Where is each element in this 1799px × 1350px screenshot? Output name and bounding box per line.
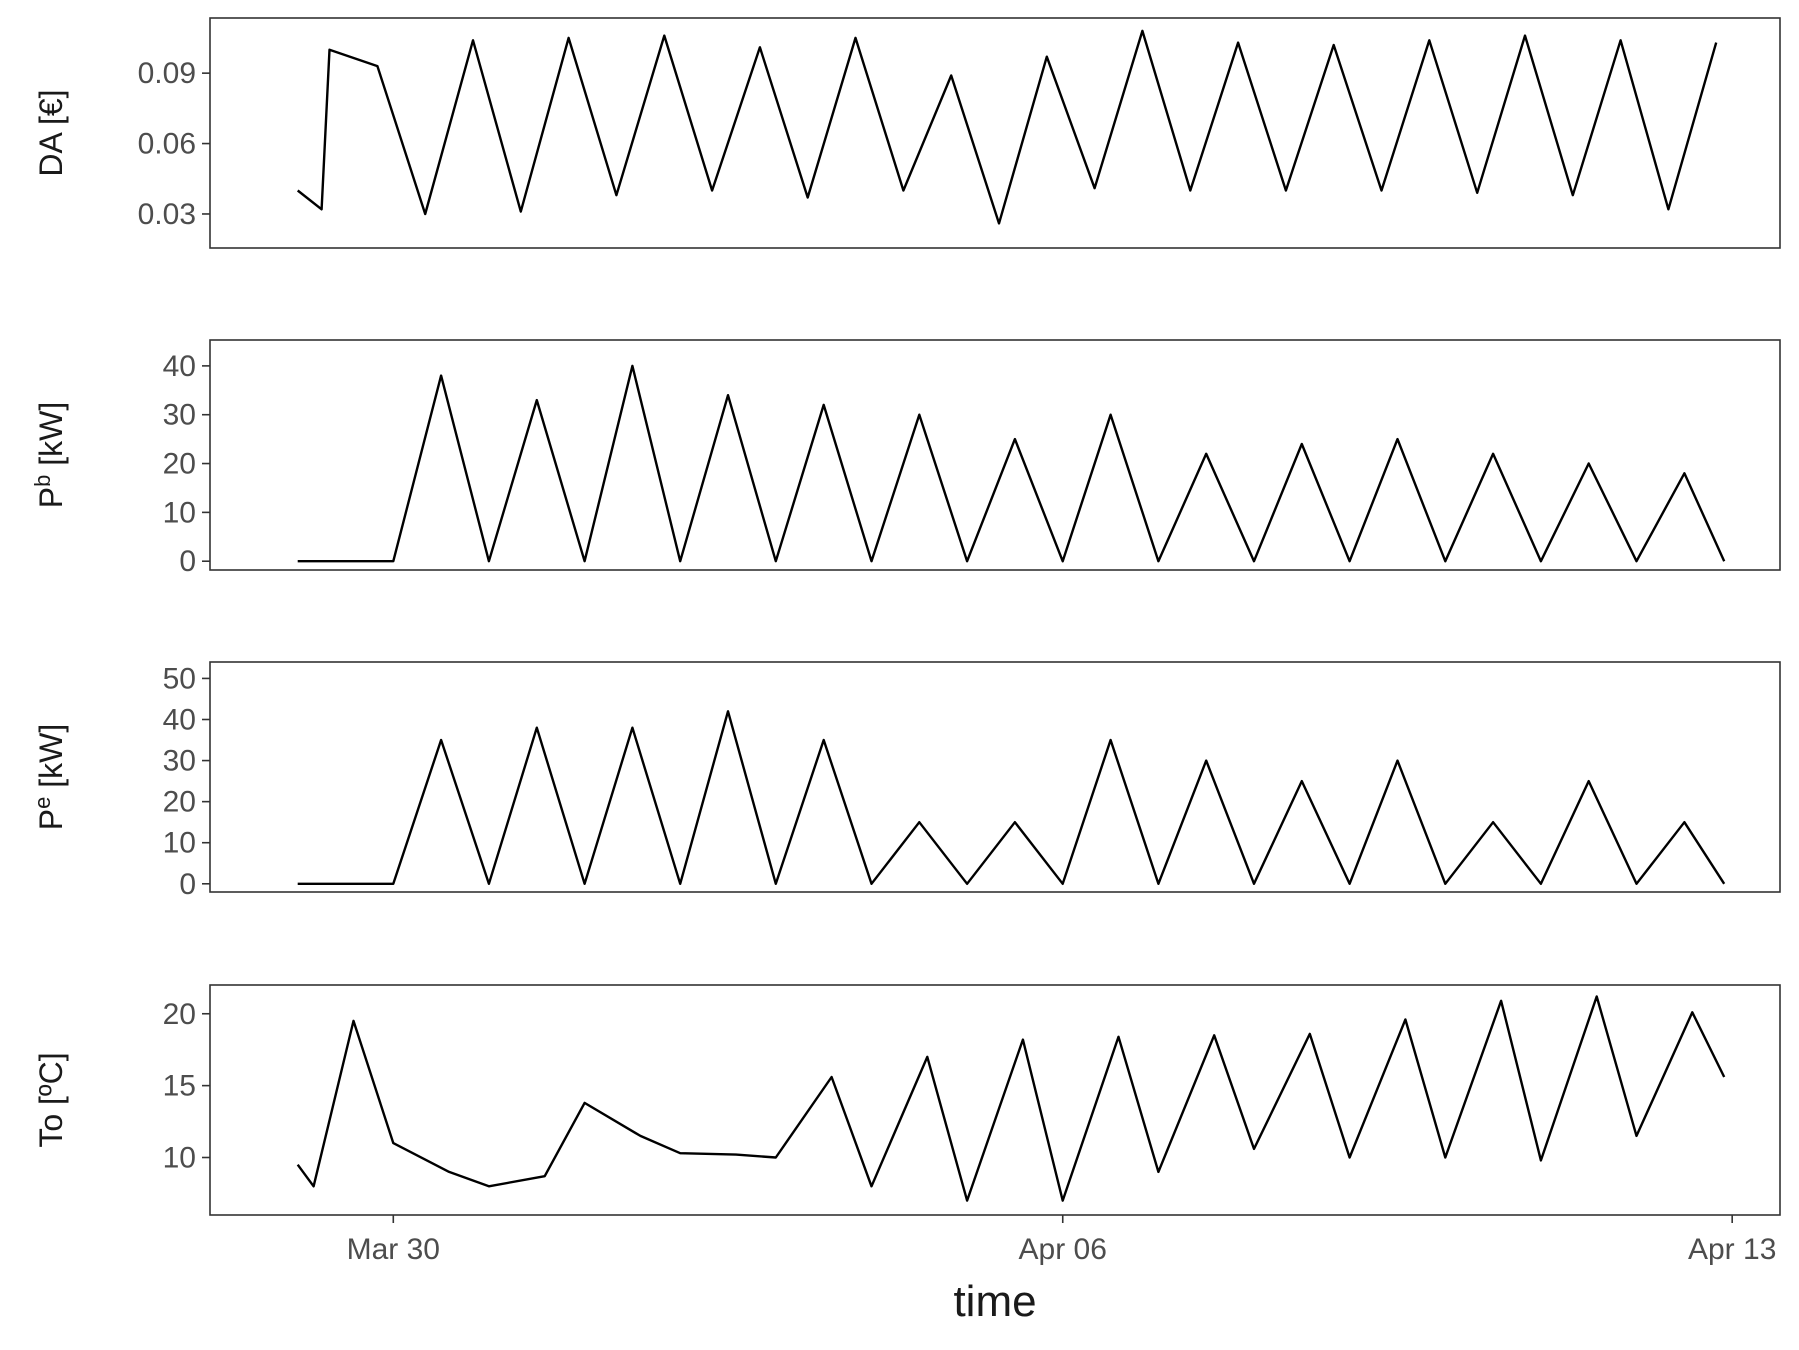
y-axis-title: To [ºC] — [33, 1052, 69, 1147]
chart-panels: 0.03 0.06 0.09 DA [€] 0 10 20 30 40 Pb [kW] 0 10 20 3… — [30, 17, 1781, 1216]
y-tick-label: 0.06 — [138, 128, 196, 161]
y-tick-label: 20 — [163, 786, 196, 819]
y-axis-title: Pe [kW] — [30, 724, 69, 830]
y-tick-label: 20 — [163, 998, 196, 1031]
x-tick-label: Mar 30 — [347, 1233, 440, 1266]
y-tick-label: 30 — [163, 745, 196, 778]
y-tick-label: 10 — [163, 1142, 196, 1175]
panel-border — [209, 339, 1781, 571]
y-tick-label: 30 — [163, 399, 196, 432]
y-tick-label: 0.03 — [138, 198, 196, 231]
panel-2: 0 10 20 30 40 Pb [kW] — [30, 339, 1781, 578]
series-line-panel-1 — [296, 29, 1718, 225]
y-tick-label: 40 — [163, 704, 196, 737]
y-tick-label: 15 — [163, 1070, 196, 1103]
panel-3: 0 10 20 30 40 50 Pe [kW] — [30, 661, 1781, 901]
series-line-panel-3 — [297, 710, 1726, 885]
y-tick-label: 50 — [163, 662, 196, 695]
y-tick-label: 0 — [179, 545, 196, 578]
panel-border — [209, 661, 1781, 893]
y-tick-label: 10 — [163, 496, 196, 529]
y-tick-label: 40 — [163, 350, 196, 383]
series-line-panel-2 — [297, 364, 1726, 563]
y-tick-label: 0 — [179, 868, 196, 901]
x-tick-label: Apr 06 — [1019, 1233, 1107, 1266]
y-axis-title: DA [€] — [33, 89, 69, 176]
panel-1: 0.03 0.06 0.09 DA [€] — [33, 17, 1781, 249]
x-tick-label: Apr 13 — [1688, 1233, 1776, 1266]
panel-border — [209, 984, 1781, 1216]
y-tick-label: 20 — [163, 448, 196, 481]
x-axis-title: time — [953, 1277, 1036, 1326]
y-tick-label: 10 — [163, 827, 196, 860]
panel-4: 10 15 20 To [ºC] — [33, 984, 1781, 1216]
y-axis-title: Pb [kW] — [30, 402, 69, 508]
series-line-panel-4 — [296, 995, 1726, 1202]
y-tick-label: 0.09 — [138, 57, 196, 90]
x-axis: Mar 30 Apr 06 Apr 13 — [347, 1215, 1776, 1266]
panel-border — [209, 17, 1781, 249]
